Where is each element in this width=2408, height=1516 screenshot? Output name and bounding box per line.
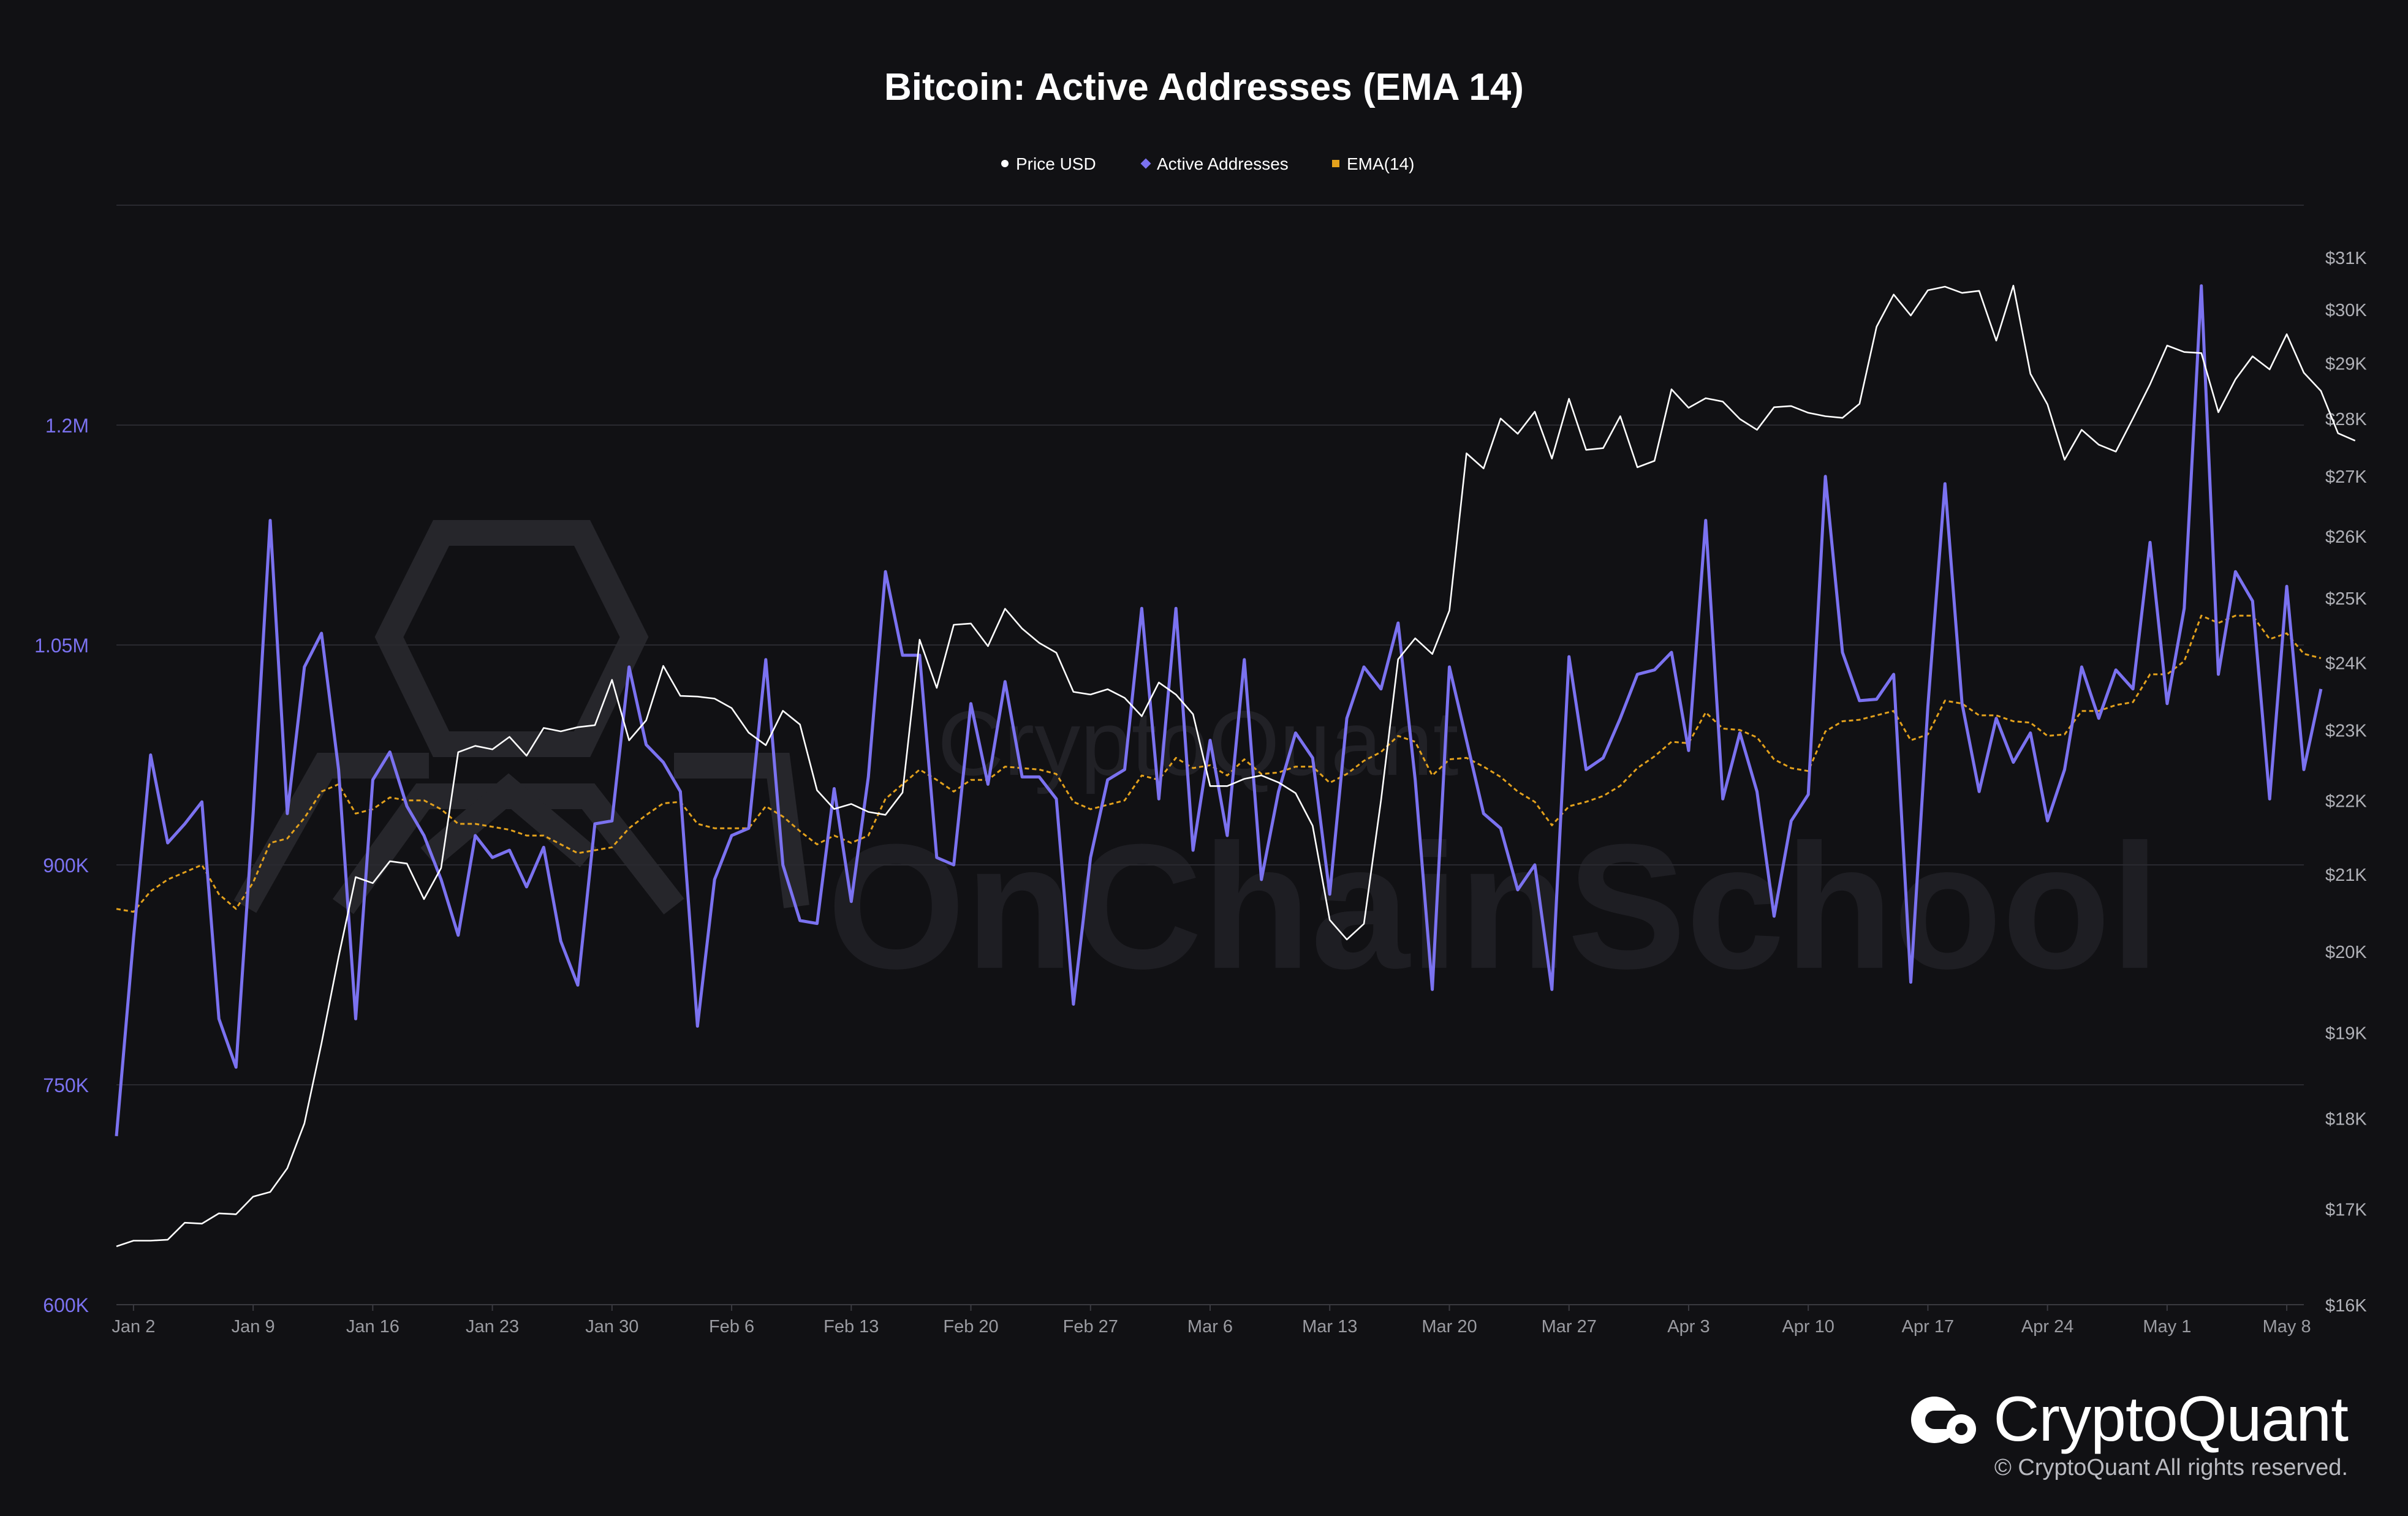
x-tick-label: Jan 9 (232, 1317, 275, 1337)
x-tick-label: Apr 24 (2021, 1317, 2073, 1337)
legend-marker-square (1332, 160, 1339, 167)
watermark: CryptoQuant OnChainSchool (233, 520, 2160, 1006)
watermark-hex-logo (233, 520, 809, 915)
x-tick-label: May 1 (2143, 1317, 2191, 1337)
legend-marker-circle (1001, 160, 1009, 167)
x-tick-label: Apr 17 (1902, 1317, 1954, 1337)
chart-title: Bitcoin: Active Addresses (EMA 14) (884, 66, 1524, 108)
x-axis: Jan 2 Jan 9 Jan 16 Jan 23 Jan 30 Feb 6 Feb 13 F… (112, 1305, 2311, 1337)
series-price-usd-line (116, 284, 2356, 1248)
y-axis-right: $16K $17K $18K $19K $20K $21K $22K $23K $24K $25K… (2325, 249, 2367, 1316)
legend-marker-diamond (1140, 158, 1151, 169)
y-right-tick-label: $20K (2325, 943, 2367, 962)
y-axis-left: 600K 750K 900K 1.05M 1.2M (34, 415, 89, 1316)
y-right-tick-label: $17K (2325, 1200, 2367, 1220)
x-tick-label: Apr 10 (1782, 1317, 1834, 1337)
y-right-tick-label: $28K (2325, 410, 2367, 429)
y-right-tick-label: $19K (2325, 1024, 2367, 1044)
legend-item-price-usd: Price USD (1001, 154, 1096, 173)
x-tick-label: Jan 23 (466, 1317, 519, 1337)
x-tick-label: Mar 6 (1187, 1317, 1233, 1337)
copyright-notice: © CryptoQuant All rights reserved. (1994, 1455, 2348, 1480)
cryptoquant-logo: CryptoQuant (1907, 1383, 2349, 1456)
y-right-tick-label: $29K (2325, 354, 2367, 374)
x-tick-label: Feb 6 (709, 1317, 754, 1337)
x-tick-label: Mar 27 (1542, 1317, 1597, 1337)
y-right-tick-label: $23K (2325, 722, 2367, 741)
legend-label: Price USD (1016, 154, 1096, 173)
y-right-tick-label: $16K (2325, 1296, 2367, 1316)
y-right-tick-label: $21K (2325, 865, 2367, 885)
x-tick-label: Feb 13 (823, 1317, 879, 1337)
cryptoquant-logo-icon (1911, 1396, 1977, 1444)
y-right-tick-label: $27K (2325, 467, 2367, 487)
y-left-tick-label: 750K (43, 1074, 89, 1096)
x-tick-label: Jan 2 (112, 1317, 155, 1337)
y-right-tick-label: $22K (2325, 792, 2367, 812)
y-left-tick-label: 600K (43, 1294, 89, 1316)
y-right-tick-label: $30K (2325, 301, 2367, 320)
legend-item-active-addresses: Active Addresses (1140, 154, 1289, 173)
y-right-tick-label: $25K (2325, 589, 2367, 609)
x-tick-label: Feb 20 (943, 1317, 998, 1337)
x-tick-label: Feb 27 (1063, 1317, 1118, 1337)
x-tick-label: Mar 13 (1302, 1317, 1357, 1337)
x-tick-label: Jan 30 (585, 1317, 638, 1337)
x-tick-label: May 8 (2263, 1317, 2311, 1337)
y-right-tick-label: $24K (2325, 654, 2367, 674)
x-tick-label: Mar 20 (1422, 1317, 1477, 1337)
y-left-tick-label: 1.2M (45, 415, 89, 437)
y-left-tick-label: 900K (43, 854, 89, 877)
y-right-tick-label: $31K (2325, 249, 2367, 268)
chart-legend: Price USD Active Addresses EMA(14) (1001, 154, 1414, 173)
series-active-addresses-line (115, 284, 2323, 1137)
y-right-tick-label: $26K (2325, 527, 2367, 547)
watermark-text: OnChainSchool (827, 807, 2160, 1006)
x-tick-label: Apr 3 (1667, 1317, 1709, 1337)
y-left-tick-label: 1.05M (34, 635, 89, 657)
chart-series (115, 284, 2356, 1248)
x-tick-label: Jan 16 (346, 1317, 399, 1337)
brand-name: CryptoQuant (1993, 1384, 2349, 1455)
series-ema-14-line (116, 614, 2322, 913)
legend-label: Active Addresses (1157, 154, 1289, 173)
y-right-tick-label: $18K (2325, 1109, 2367, 1129)
legend-item-ema-14: EMA(14) (1332, 154, 1414, 173)
legend-label: EMA(14) (1347, 154, 1414, 173)
